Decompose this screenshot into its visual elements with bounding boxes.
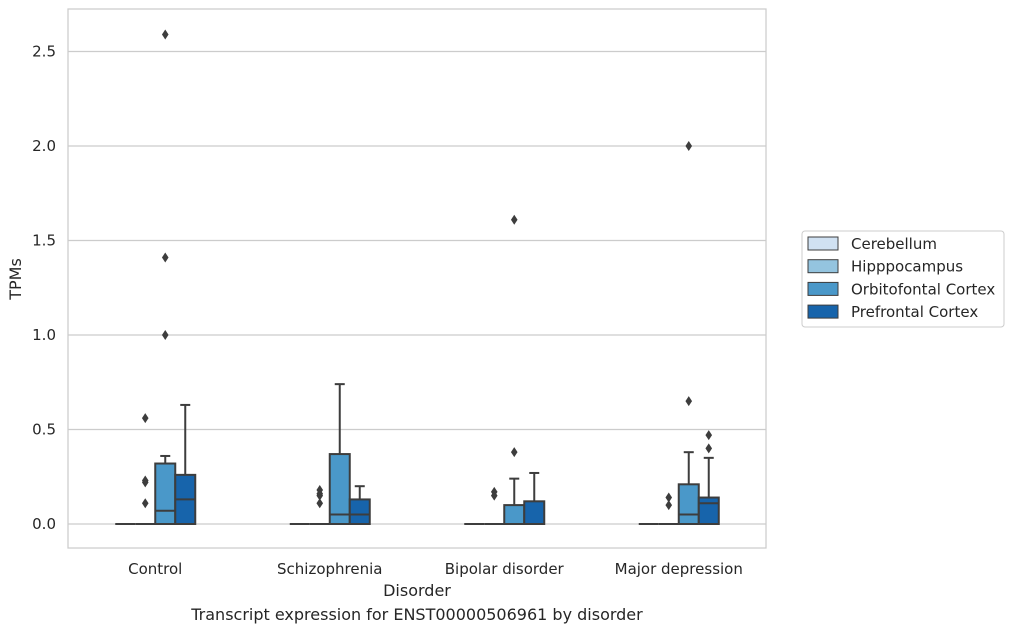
outlier-point — [141, 413, 149, 424]
outlier-point — [685, 141, 693, 151]
box-prefrontal-cortex — [348, 485, 371, 525]
outlier-point — [161, 29, 169, 40]
box-orbitofontal-cortex — [677, 141, 700, 525]
outlier-point — [141, 498, 149, 509]
box-hipppocampus — [135, 413, 156, 525]
gridlines — [68, 50, 766, 525]
outlier-point — [141, 475, 149, 486]
box-prefrontal-cortex — [174, 403, 197, 525]
legend-frame — [801, 230, 1005, 328]
box-hipppocampus — [658, 492, 679, 525]
plot-frame — [67, 8, 767, 549]
x-tick-label: Control — [128, 560, 182, 578]
y-tick-label: 1.0 — [32, 326, 56, 344]
box-iqr — [348, 498, 371, 525]
figure-caption: Transcript expression for ENST0000050696… — [191, 605, 643, 624]
outlier-point — [161, 252, 169, 263]
outlier-point — [316, 484, 324, 495]
outlier-point — [510, 214, 518, 225]
outlier-point — [490, 486, 498, 497]
x-tick-label: Bipolar disorder — [445, 560, 565, 578]
outlier-point — [705, 443, 713, 454]
box-hipppocampus — [484, 486, 505, 525]
outlier-point — [316, 498, 324, 509]
box-hipppocampus — [309, 484, 330, 525]
box-iqr — [503, 504, 526, 526]
plot-area — [115, 29, 720, 526]
box-orbitofontal-cortex — [154, 29, 177, 525]
box-iqr — [697, 496, 720, 526]
y-axis-title: TPMs — [6, 258, 25, 301]
y-tick-label: 2.0 — [32, 137, 56, 155]
outlier-point — [705, 430, 713, 441]
legend-label: Orbitofontal Cortex — [851, 280, 995, 298]
box-prefrontal-cortex — [523, 471, 546, 526]
box-iqr — [154, 462, 177, 525]
y-tick-label: 0.0 — [32, 515, 56, 533]
legend-label: Hipppocampus — [851, 258, 963, 276]
legend-swatch — [807, 304, 839, 319]
legend-swatch — [807, 281, 839, 296]
x-axis-title: Disorder — [383, 581, 451, 600]
y-tick-label: 2.5 — [32, 43, 56, 61]
x-axis-ticks: Control Schizophrenia Bipolar disorder Majo… — [128, 560, 743, 578]
y-axis-ticks: 0.0 0.5 1.0 1.5 2.0 2.5 — [32, 43, 56, 534]
box-orbitofontal-cortex — [328, 383, 351, 526]
legend-label: Prefrontal Cortex — [851, 303, 978, 321]
y-tick-label: 0.5 — [32, 421, 56, 439]
legend-label: Cerebellum — [851, 235, 937, 253]
box-orbitofontal-cortex — [503, 214, 526, 526]
legend: Cerebellum Hipppocampus Orbitofontal Corte… — [801, 230, 1005, 328]
legend-swatch — [807, 236, 839, 251]
legend-swatch — [807, 259, 839, 274]
x-tick-label: Schizophrenia — [277, 560, 382, 578]
y-tick-label: 1.5 — [32, 232, 56, 250]
box-iqr — [328, 453, 351, 526]
outlier-point — [665, 492, 673, 503]
box-prefrontal-cortex — [697, 430, 720, 526]
outlier-point — [510, 447, 518, 458]
x-tick-label: Major depression — [615, 560, 743, 578]
outlier-point — [665, 500, 673, 511]
outlier-point — [161, 330, 169, 340]
box-iqr — [523, 500, 546, 526]
outlier-point — [685, 396, 693, 407]
box-iqr — [677, 483, 700, 525]
